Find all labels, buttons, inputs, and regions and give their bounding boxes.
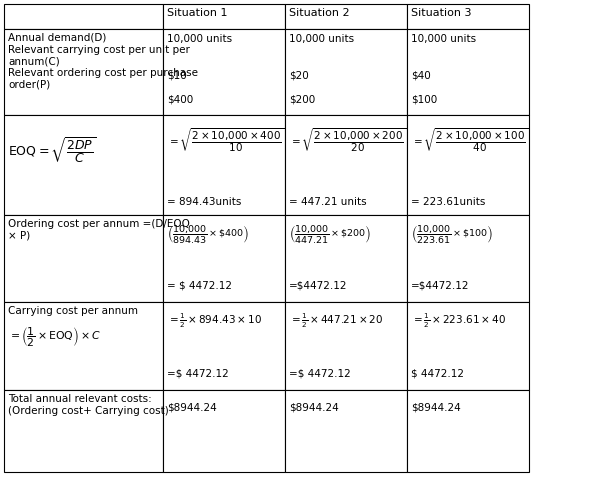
Text: Total annual relevant costs:
(Ordering cost+ Carrying cost): Total annual relevant costs: (Ordering c… (8, 394, 169, 416)
Text: =$4472.12: =$4472.12 (289, 280, 348, 290)
Bar (407, 115, 529, 215)
Text: $8944.24: $8944.24 (167, 402, 217, 412)
Text: Situation 1: Situation 1 (167, 8, 228, 18)
Bar (407, 390, 529, 472)
Bar (285, 29, 407, 115)
Text: $10: $10 (167, 71, 187, 81)
Text: $=\left(\dfrac{1}{2}\times \mathrm{EOQ}\right)\times C$: $=\left(\dfrac{1}{2}\times \mathrm{EOQ}\… (8, 326, 101, 349)
Bar (4, 29, 163, 115)
Text: =$ 4472.12: =$ 4472.12 (289, 368, 350, 378)
Bar (285, 390, 407, 472)
Bar (407, 215, 529, 302)
Text: $=\frac{1}{2}\times894.43\times10$: $=\frac{1}{2}\times894.43\times10$ (167, 312, 262, 331)
Text: Situation 3: Situation 3 (411, 8, 471, 18)
Text: $\left(\dfrac{10{,}000}{894.43}\times \$400\right)$: $\left(\dfrac{10{,}000}{894.43}\times \$… (167, 223, 249, 245)
Text: Carrying cost per annum: Carrying cost per annum (8, 306, 138, 316)
Text: Situation 2: Situation 2 (289, 8, 350, 18)
Text: $40: $40 (411, 71, 431, 81)
Bar (163, 215, 285, 302)
Text: = 447.21 units: = 447.21 units (289, 197, 366, 207)
Text: $=\frac{1}{2}\times223.61\times40$: $=\frac{1}{2}\times223.61\times40$ (411, 312, 506, 331)
Text: $400: $400 (167, 95, 194, 105)
Bar (163, 302, 285, 390)
Text: $ 4472.12: $ 4472.12 (411, 368, 464, 378)
Text: $=\sqrt{\dfrac{2\times10{,}000\times200}{20}}$: $=\sqrt{\dfrac{2\times10{,}000\times200}… (289, 127, 407, 155)
Text: = $ 4472.12: = $ 4472.12 (167, 280, 232, 290)
Bar (407, 4, 529, 29)
Text: $=\frac{1}{2}\times447.21\times20$: $=\frac{1}{2}\times447.21\times20$ (289, 312, 384, 331)
Bar (4, 390, 163, 472)
Bar (4, 215, 163, 302)
Bar (285, 215, 407, 302)
Text: $8944.24: $8944.24 (289, 402, 339, 412)
Text: $\left(\dfrac{10{,}000}{223.61}\times \$100\right)$: $\left(\dfrac{10{,}000}{223.61}\times \$… (411, 223, 493, 245)
Text: = 894.43units: = 894.43units (167, 197, 241, 207)
Text: $=\sqrt{\dfrac{2\times10{,}000\times400}{10}}$: $=\sqrt{\dfrac{2\times10{,}000\times400}… (167, 127, 284, 155)
Bar (4, 302, 163, 390)
Text: $\mathrm{EOQ}=\sqrt{\dfrac{2DP}{C}}$: $\mathrm{EOQ}=\sqrt{\dfrac{2DP}{C}}$ (8, 135, 96, 165)
Text: $8944.24: $8944.24 (411, 402, 461, 412)
Text: 10,000 units: 10,000 units (289, 34, 354, 44)
Text: $\left(\dfrac{10{,}000}{447.21}\times \$200\right)$: $\left(\dfrac{10{,}000}{447.21}\times \$… (289, 223, 371, 245)
Bar (285, 115, 407, 215)
Text: Annual demand(D)
Relevant carrying cost per unit per
annum(C)
Relevant ordering : Annual demand(D) Relevant carrying cost … (8, 33, 198, 90)
Bar (163, 29, 285, 115)
Bar (407, 29, 529, 115)
Bar (285, 302, 407, 390)
Bar (163, 390, 285, 472)
Bar (407, 302, 529, 390)
Text: $200: $200 (289, 95, 315, 105)
Text: 10,000 units: 10,000 units (167, 34, 232, 44)
Text: $=\sqrt{\dfrac{2\times10{,}000\times100}{40}}$: $=\sqrt{\dfrac{2\times10{,}000\times100}… (411, 127, 529, 155)
Bar (163, 115, 285, 215)
Text: =$ 4472.12: =$ 4472.12 (167, 368, 229, 378)
Bar (4, 115, 163, 215)
Bar (163, 4, 285, 29)
Bar (4, 4, 163, 29)
Text: 10,000 units: 10,000 units (411, 34, 476, 44)
Text: $20: $20 (289, 71, 309, 81)
Text: = 223.61units: = 223.61units (411, 197, 486, 207)
Text: $100: $100 (411, 95, 437, 105)
Text: Ordering cost per annum =(D/EOQ
× P): Ordering cost per annum =(D/EOQ × P) (8, 219, 190, 241)
Bar (285, 4, 407, 29)
Text: =$4472.12: =$4472.12 (411, 280, 470, 290)
